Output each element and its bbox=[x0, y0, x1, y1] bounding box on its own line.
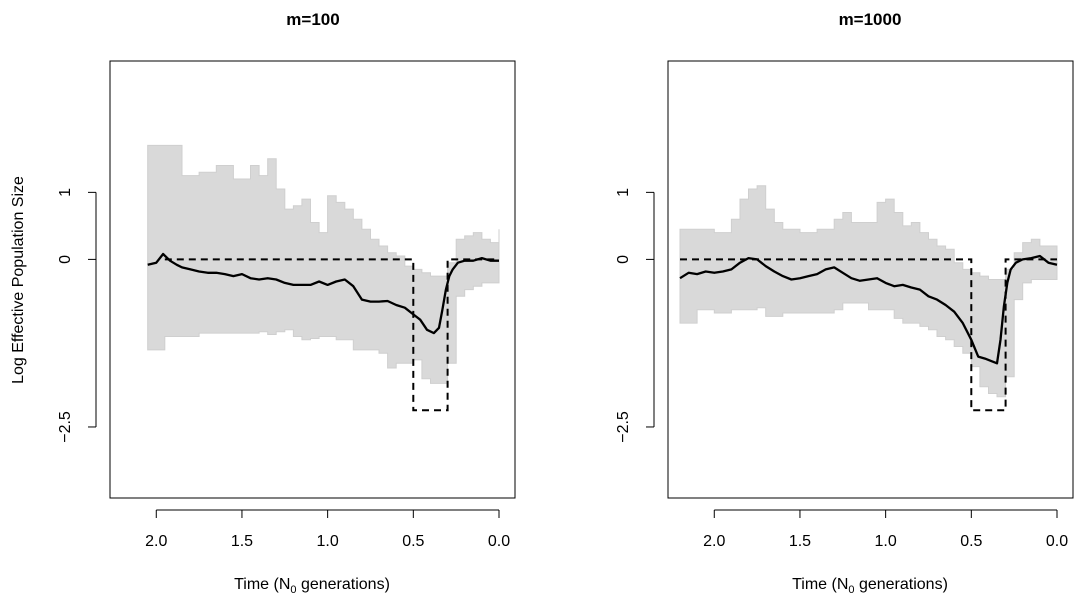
credible-band bbox=[147, 144, 500, 384]
x-tick-label: 0.5 bbox=[402, 533, 424, 550]
y-axis: 1 0 −2.5 bbox=[615, 188, 655, 443]
credible-band-area bbox=[679, 185, 1058, 398]
x-tick-label: 2.0 bbox=[703, 533, 725, 550]
x-tick-label: 1.5 bbox=[231, 533, 253, 550]
chart-title: m=1000 bbox=[839, 10, 902, 29]
true-history-line bbox=[164, 258, 499, 412]
x-tick-label: 0.0 bbox=[488, 533, 510, 550]
x-tick-label: 2.0 bbox=[145, 533, 167, 550]
y-axis: 1 0 −2.5 bbox=[57, 188, 97, 443]
plot-frame bbox=[667, 60, 1074, 499]
y-axis-label: Log Effective Population Size bbox=[10, 176, 27, 384]
panel-m1000: m=1000 2.0 1.5 1.0 0.5 0.0 1 0 −2.5 Time (N0 g… bbox=[615, 10, 1074, 596]
y-tick-label: 1 bbox=[57, 188, 74, 197]
y-tick-label: 0 bbox=[57, 255, 74, 264]
y-tick-label: −2.5 bbox=[57, 411, 74, 443]
true-history-path bbox=[164, 258, 499, 412]
credible-band-area bbox=[147, 144, 500, 384]
x-tick-label: 1.0 bbox=[875, 533, 897, 550]
median-path bbox=[147, 252, 499, 335]
plot-frame bbox=[109, 60, 516, 499]
credible-band bbox=[679, 185, 1058, 398]
median-line bbox=[147, 252, 499, 335]
true-history-line bbox=[680, 258, 1057, 412]
y-tick-label: 0 bbox=[615, 255, 632, 264]
x-axis: 2.0 1.5 1.0 0.5 0.0 bbox=[145, 509, 510, 550]
x-axis: 2.0 1.5 1.0 0.5 0.0 bbox=[703, 509, 1068, 550]
chart-title: m=100 bbox=[286, 10, 339, 29]
true-history-path bbox=[680, 258, 1057, 412]
median-path bbox=[679, 254, 1058, 365]
median-line bbox=[679, 254, 1058, 365]
x-tick-label: 0.5 bbox=[960, 533, 982, 550]
panel-m100: m=100 2.0 1.5 1.0 0.5 0.0 1 0 −2.5 Time (N0 ge… bbox=[10, 10, 516, 596]
x-tick-label: 0.0 bbox=[1046, 533, 1068, 550]
y-tick-label: 1 bbox=[615, 188, 632, 197]
x-tick-label: 1.0 bbox=[317, 533, 339, 550]
x-axis-label: Time (N0 generations) bbox=[792, 576, 948, 596]
x-axis-label: Time (N0 generations) bbox=[234, 576, 390, 596]
x-tick-label: 1.5 bbox=[789, 533, 811, 550]
y-tick-label: −2.5 bbox=[615, 411, 632, 443]
